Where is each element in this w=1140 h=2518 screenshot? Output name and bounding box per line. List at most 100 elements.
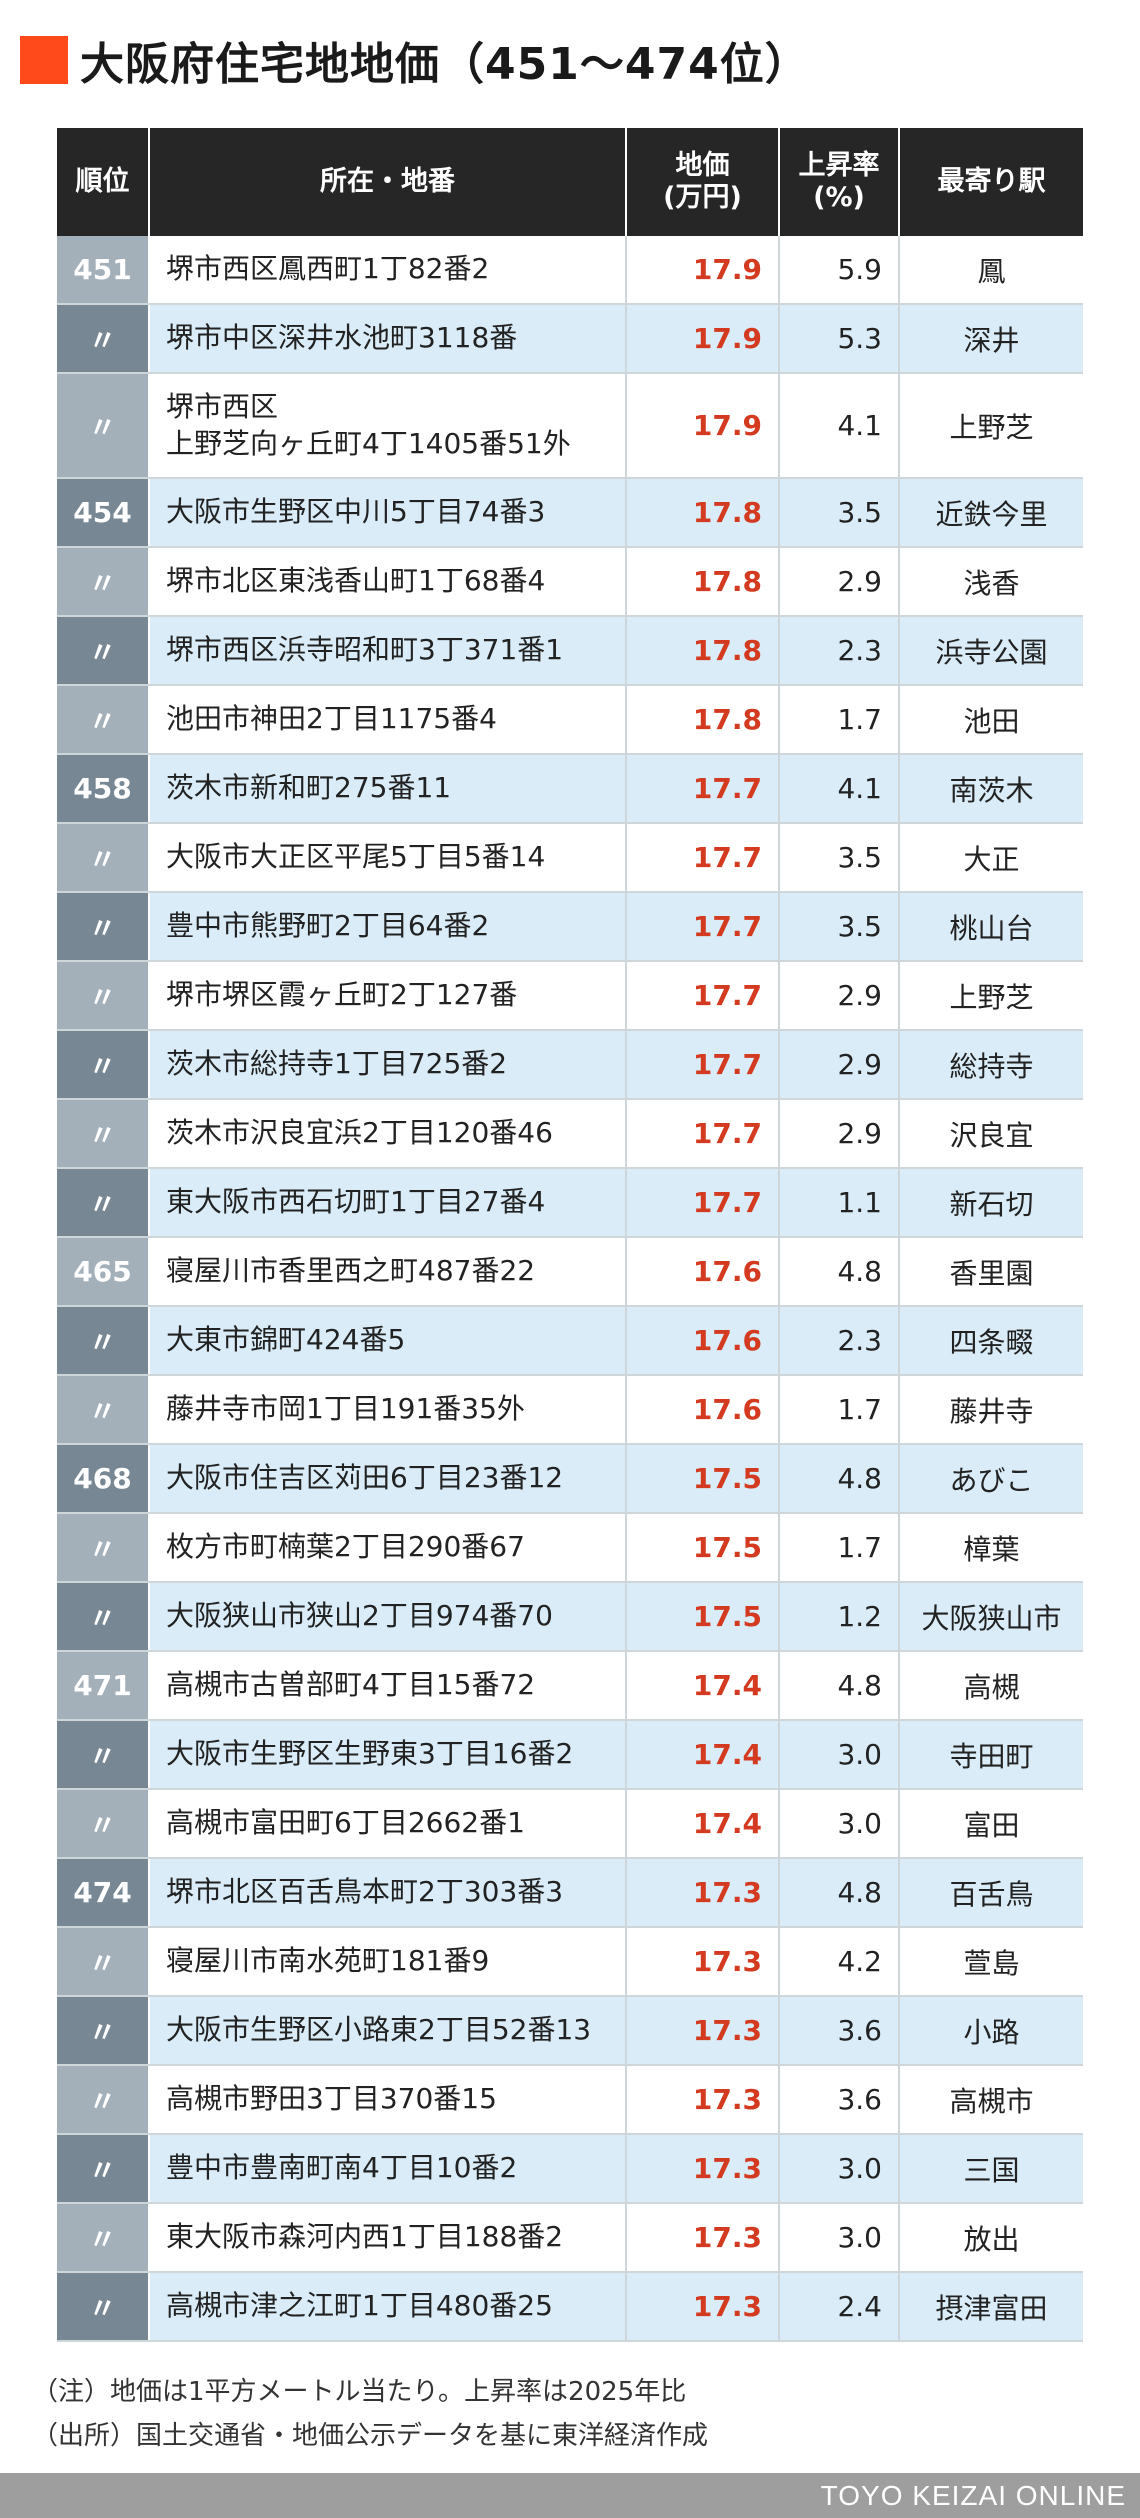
price-cell: 17.9 [626, 236, 780, 305]
rate-cell: 3.0 [779, 2134, 900, 2204]
address-cell: 東大阪市西石切町1丁目27番4 [149, 1168, 627, 1238]
rank-cell: 454 [57, 478, 150, 548]
address-line: 藤井寺市岡1丁目191番35外 [166, 1392, 525, 1426]
header-price: 地価 (万円) [626, 128, 780, 236]
address-cell: 堺市西区 上野芝向ヶ丘町4丁1405番51外 [149, 373, 627, 479]
rate-cell: 5.9 [779, 236, 900, 305]
price-cell: 17.9 [626, 373, 780, 479]
price-cell: 17.7 [626, 961, 780, 1031]
price-cell: 17.3 [626, 2065, 780, 2135]
price-cell: 17.4 [626, 1720, 780, 1790]
address-cell: 堺市中区深井水池町3118番 [149, 304, 627, 374]
table-row: 〃豊中市豊南町南4丁目10番2 17.3 3.0 三国 [57, 2134, 1083, 2204]
rank-cell: 〃 [57, 2134, 150, 2204]
address-cell: 堺市北区百舌鳥本町2丁303番3 [149, 1858, 627, 1928]
rank-cell: 474 [57, 1858, 150, 1928]
table-row: 〃藤井寺市岡1丁目191番35外 17.6 1.7 藤井寺 [57, 1375, 1083, 1445]
rate-cell: 2.3 [779, 616, 900, 686]
table-row: 〃大阪市大正区平尾5丁目5番14 17.7 3.5 大正 [57, 823, 1083, 893]
table-row: 〃東大阪市西石切町1丁目27番4 17.7 1.1 新石切 [57, 1168, 1083, 1238]
station-cell: 南茨木 [899, 754, 1083, 824]
station-cell: 大阪狭山市 [899, 1582, 1083, 1652]
table-row: 468 大阪市住吉区苅田6丁目23番12 17.5 4.8 あびこ [57, 1444, 1083, 1514]
address-cell: 堺市北区東浅香山町1丁68番4 [149, 547, 627, 617]
address-line: 寝屋川市南水苑町181番9 [166, 1944, 490, 1978]
price-cell: 17.5 [626, 1513, 780, 1583]
address-cell: 藤井寺市岡1丁目191番35外 [149, 1375, 627, 1445]
address-line: 大阪市生野区中川5丁目74番3 [166, 495, 546, 529]
rate-cell: 4.8 [779, 1858, 900, 1928]
rank-cell: 〃 [57, 1582, 150, 1652]
rate-cell: 2.9 [779, 547, 900, 617]
rank-cell: 〃 [57, 1927, 150, 1997]
address-cell: 大阪市生野区生野東3丁目16番2 [149, 1720, 627, 1790]
header-rate-line2: (%) [813, 182, 865, 213]
price-cell: 17.3 [626, 1996, 780, 2066]
price-cell: 17.7 [626, 754, 780, 824]
rate-cell: 5.3 [779, 304, 900, 374]
price-cell: 17.8 [626, 547, 780, 617]
table-row: 〃寝屋川市南水苑町181番9 17.3 4.2 萱島 [57, 1927, 1083, 1997]
address-line: 大阪市生野区小路東2丁目52番13 [166, 2013, 592, 2047]
price-cell: 17.7 [626, 823, 780, 893]
price-cell: 17.3 [626, 2134, 780, 2204]
table-row: 〃堺市堺区霞ヶ丘町2丁127番 17.7 2.9 上野芝 [57, 961, 1083, 1031]
station-cell: 近鉄今里 [899, 478, 1083, 548]
rank-cell: 〃 [57, 2203, 150, 2273]
station-cell: 浜寺公園 [899, 616, 1083, 686]
rank-cell: 〃 [57, 1720, 150, 1790]
rank-cell: 〃 [57, 1168, 150, 1238]
rate-cell: 1.7 [779, 1375, 900, 1445]
price-cell: 17.3 [626, 2203, 780, 2273]
rate-cell: 3.5 [779, 892, 900, 962]
rank-cell: 〃 [57, 961, 150, 1031]
address-line: 大東市錦町424番5 [166, 1323, 406, 1357]
address-line: 豊中市熊野町2丁目64番2 [166, 909, 490, 943]
address-line: 東大阪市森河内西1丁目188番2 [166, 2220, 564, 2254]
price-cell: 17.5 [626, 1444, 780, 1514]
address-line: 大阪市大正区平尾5丁目5番14 [166, 840, 546, 874]
rate-cell: 1.2 [779, 1582, 900, 1652]
table-row: 〃豊中市熊野町2丁目64番2 17.7 3.5 桃山台 [57, 892, 1083, 962]
price-cell: 17.7 [626, 1168, 780, 1238]
table-row: 〃堺市西区 上野芝向ヶ丘町4丁1405番51外 17.9 4.1 上野芝 [57, 373, 1083, 479]
table-row: 〃大阪市生野区小路東2丁目52番13 17.3 3.6 小路 [57, 1996, 1083, 2066]
price-cell: 17.3 [626, 1858, 780, 1928]
address-cell: 大東市錦町424番5 [149, 1306, 627, 1376]
address-line: 堺市西区鳳西町1丁82番2 [166, 252, 490, 286]
rank-cell: 468 [57, 1444, 150, 1514]
station-cell: 桃山台 [899, 892, 1083, 962]
price-cell: 17.4 [626, 1789, 780, 1859]
address-line: 寝屋川市香里西之町487番22 [166, 1254, 536, 1288]
rate-cell: 4.1 [779, 754, 900, 824]
header-rank: 順位 [57, 128, 150, 236]
rank-cell: 〃 [57, 1996, 150, 2066]
address-cell: 高槻市野田3丁目370番15 [149, 2065, 627, 2135]
price-cell: 17.9 [626, 304, 780, 374]
table-row: 454 大阪市生野区中川5丁目74番3 17.8 3.5 近鉄今里 [57, 478, 1083, 548]
table-row: 〃茨木市沢良宜浜2丁目120番46 17.7 2.9 沢良宜 [57, 1099, 1083, 1169]
station-cell: 富田 [899, 1789, 1083, 1859]
address-cell: 枚方市町楠葉2丁目290番67 [149, 1513, 627, 1583]
table-row: 〃枚方市町楠葉2丁目290番67 17.5 1.7 樟葉 [57, 1513, 1083, 1583]
rank-cell: 471 [57, 1651, 150, 1721]
table-row: 〃高槻市津之江町1丁目480番25 17.3 2.4 摂津富田 [57, 2272, 1083, 2342]
rate-cell: 1.1 [779, 1168, 900, 1238]
station-cell: 高槻市 [899, 2065, 1083, 2135]
table-row: 451 堺市西区鳳西町1丁82番2 17.9 5.9 鳳 [57, 236, 1083, 305]
rate-cell: 3.0 [779, 2203, 900, 2273]
rank-cell: 〃 [57, 373, 150, 479]
rank-cell: 〃 [57, 304, 150, 374]
title-bar: 大阪府住宅地地価（451〜474位） [20, 30, 810, 90]
address-line: 茨木市新和町275番11 [166, 771, 452, 805]
rate-cell: 2.3 [779, 1306, 900, 1376]
table-row: 〃高槻市野田3丁目370番15 17.3 3.6 高槻市 [57, 2065, 1083, 2135]
station-cell: 百舌鳥 [899, 1858, 1083, 1928]
address-cell: 茨木市新和町275番11 [149, 754, 627, 824]
station-cell: 総持寺 [899, 1030, 1083, 1100]
station-cell: 浅香 [899, 547, 1083, 617]
address-cell: 寝屋川市南水苑町181番9 [149, 1927, 627, 1997]
address-cell: 大阪狭山市狭山2丁目974番70 [149, 1582, 627, 1652]
rate-cell: 4.8 [779, 1237, 900, 1307]
address-cell: 堺市西区浜寺昭和町3丁371番1 [149, 616, 627, 686]
